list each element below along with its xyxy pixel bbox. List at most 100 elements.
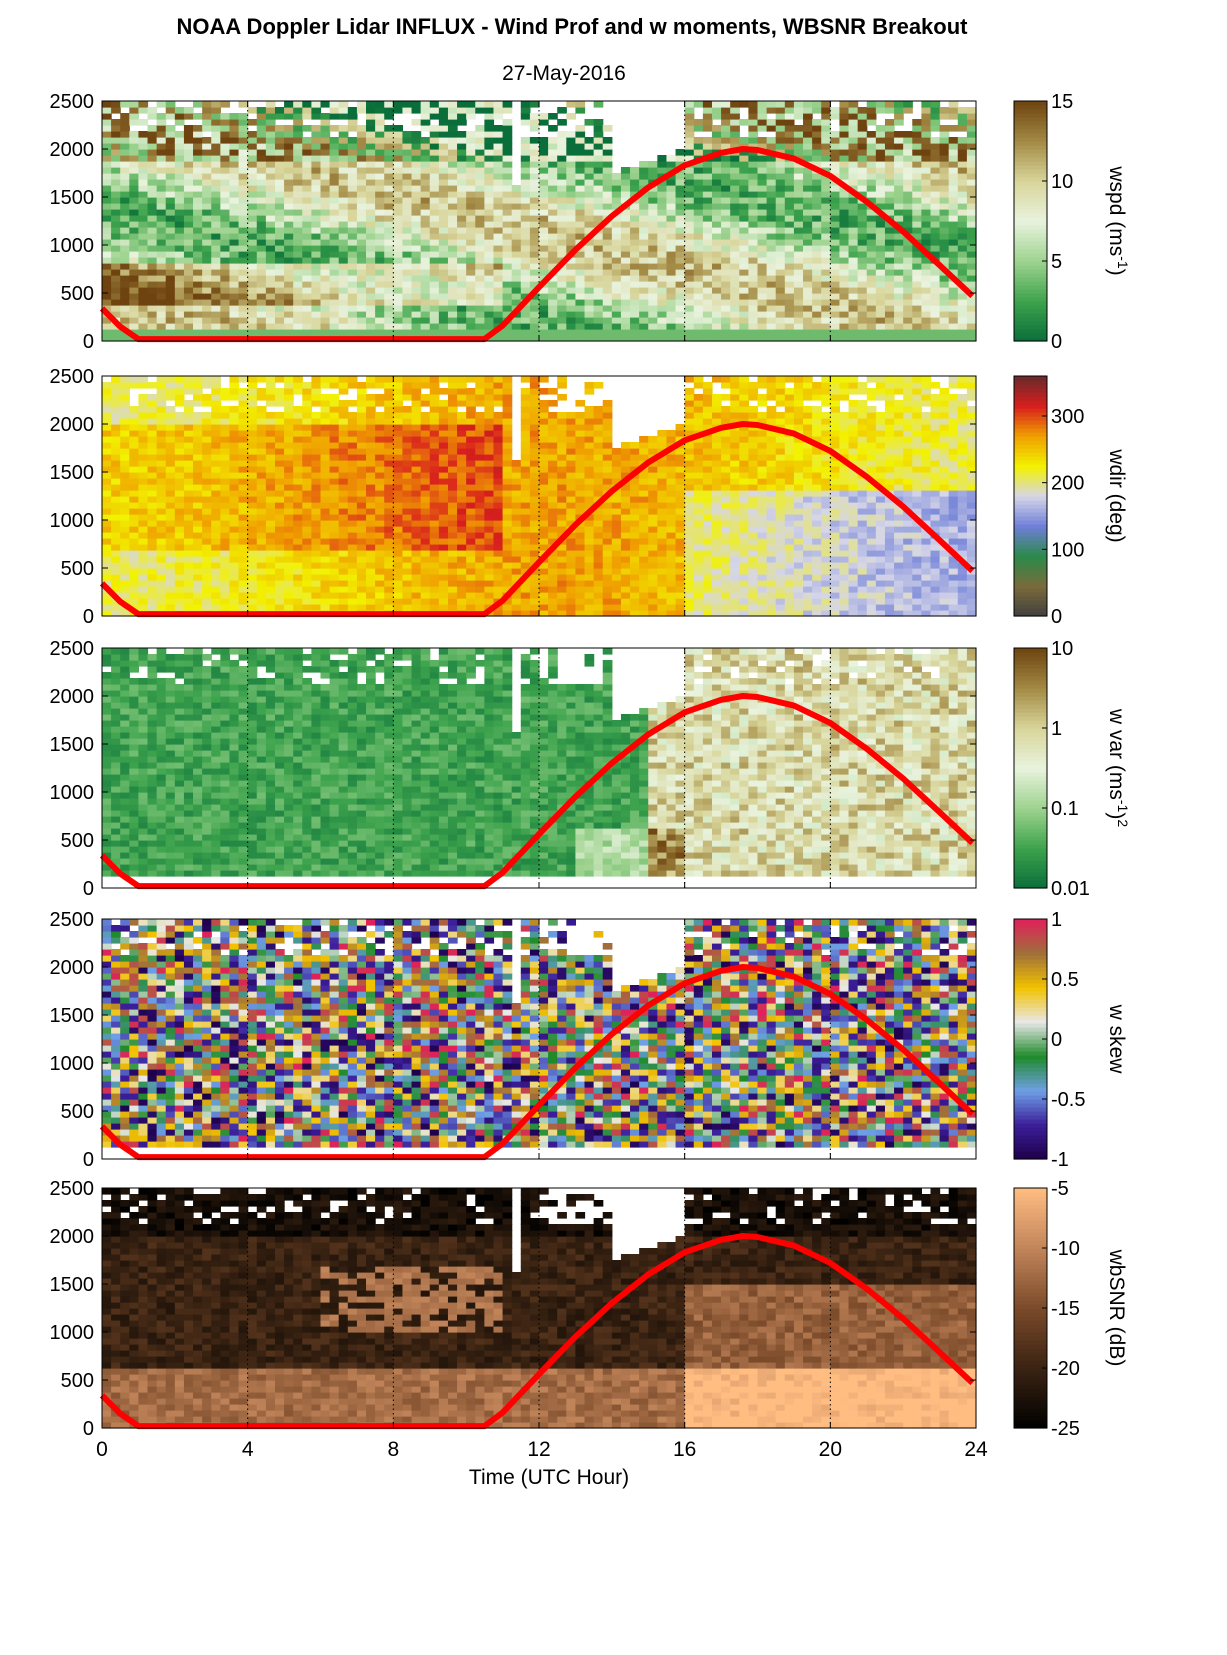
heatmap-cell xyxy=(830,149,841,156)
heatmap-cell xyxy=(165,131,176,138)
heatmap-cell xyxy=(393,526,404,533)
heatmap-cell xyxy=(256,466,267,473)
heatmap-cell xyxy=(966,191,977,198)
heatmap-cell xyxy=(384,245,394,252)
heatmap-cell xyxy=(384,215,394,222)
heatmap-cell xyxy=(484,143,495,150)
heatmap-cell xyxy=(848,167,859,174)
heatmap-cell xyxy=(338,317,349,324)
heatmap-cell xyxy=(511,227,522,234)
heatmap-cell xyxy=(238,604,249,611)
heatmap-cell xyxy=(356,478,367,485)
colorbar-segment xyxy=(1014,125,1047,130)
heatmap-cell xyxy=(821,257,831,264)
colorbar-tick-label: 10 xyxy=(1051,171,1073,193)
heatmap-cell xyxy=(384,472,394,479)
heatmap-cell xyxy=(202,221,212,228)
heatmap-cell xyxy=(366,376,376,383)
heatmap-cell xyxy=(730,263,740,270)
heatmap-cell xyxy=(256,245,267,252)
heatmap-cell xyxy=(311,239,322,246)
heatmap-cell xyxy=(375,311,385,318)
heatmap-cell xyxy=(256,275,267,282)
heatmap-cell xyxy=(775,173,786,180)
heatmap-cell xyxy=(684,137,695,144)
heatmap-cell xyxy=(356,502,367,509)
heatmap-cell xyxy=(338,430,349,437)
heatmap-cell xyxy=(630,221,640,228)
heatmap-cell xyxy=(220,197,231,204)
colorbar-tick-label: 15 xyxy=(1051,91,1073,113)
heatmap-cell xyxy=(702,317,713,324)
heatmap-cell xyxy=(384,299,394,306)
heatmap-cell xyxy=(539,203,549,210)
heatmap-cell xyxy=(311,221,322,228)
heatmap-cell xyxy=(593,263,604,270)
heatmap-cell xyxy=(183,179,194,186)
heatmap-cell xyxy=(302,125,312,132)
heatmap-cell xyxy=(793,125,804,132)
heatmap-cell xyxy=(566,227,577,234)
heatmap-cell xyxy=(311,305,322,312)
heatmap-cell xyxy=(803,221,813,228)
heatmap-cell xyxy=(520,179,531,186)
heatmap-cell xyxy=(102,305,112,312)
heatmap-cell xyxy=(256,191,267,198)
heatmap-cell xyxy=(274,520,285,527)
heatmap-cell xyxy=(502,293,513,300)
heatmap-cell xyxy=(848,113,859,120)
heatmap-cell xyxy=(211,598,221,605)
heatmap-cell xyxy=(265,466,276,473)
heatmap-cell xyxy=(648,317,658,324)
heatmap-cell xyxy=(202,149,212,156)
heatmap-cell xyxy=(593,203,604,210)
heatmap-cell xyxy=(684,251,695,258)
heatmap-cell xyxy=(466,299,476,306)
heatmap-cell xyxy=(120,203,130,210)
heatmap-cell xyxy=(102,113,112,120)
heatmap-cell xyxy=(757,269,768,276)
heatmap-cell xyxy=(284,143,294,150)
heatmap-cell xyxy=(575,131,586,138)
heatmap-cell xyxy=(220,604,231,611)
colorbar-segment xyxy=(1014,273,1047,278)
heatmap-cell xyxy=(748,263,759,270)
heatmap-cell xyxy=(884,323,895,330)
heatmap-cell xyxy=(548,311,558,318)
heatmap-cell xyxy=(620,323,631,330)
heatmap-cell xyxy=(193,269,203,276)
heatmap-cell xyxy=(639,311,649,318)
heatmap-cell xyxy=(447,107,458,114)
heatmap-cell xyxy=(957,179,968,186)
heatmap-cell xyxy=(211,400,221,407)
heatmap-cell xyxy=(411,101,422,108)
heatmap-cell xyxy=(803,335,813,342)
heatmap-cell xyxy=(329,454,340,461)
heatmap-cell xyxy=(366,568,376,575)
heatmap-cell xyxy=(939,155,950,162)
heatmap-cell xyxy=(457,119,467,126)
heatmap-cell xyxy=(265,263,276,270)
heatmap-cell xyxy=(520,113,531,120)
heatmap-cell xyxy=(284,490,294,497)
heatmap-cell xyxy=(147,574,158,581)
heatmap-cell xyxy=(366,586,376,593)
heatmap-cell xyxy=(402,203,413,210)
heatmap-cell xyxy=(211,209,221,216)
heatmap-cell xyxy=(393,556,404,563)
heatmap-cell xyxy=(229,131,240,138)
heatmap-cell xyxy=(966,305,977,312)
heatmap-cell xyxy=(211,466,221,473)
heatmap-cell xyxy=(229,382,240,389)
heatmap-cell xyxy=(174,478,185,485)
heatmap-cell xyxy=(338,137,349,144)
heatmap-cell xyxy=(420,203,431,210)
heatmap-cell xyxy=(183,382,194,389)
heatmap-cell xyxy=(721,107,731,114)
heatmap-cell xyxy=(265,412,276,419)
heatmap-cell xyxy=(857,335,868,342)
heatmap-cell xyxy=(520,227,531,234)
heatmap-cell xyxy=(730,251,740,258)
heatmap-cell xyxy=(211,538,221,545)
heatmap-cell xyxy=(302,173,312,180)
